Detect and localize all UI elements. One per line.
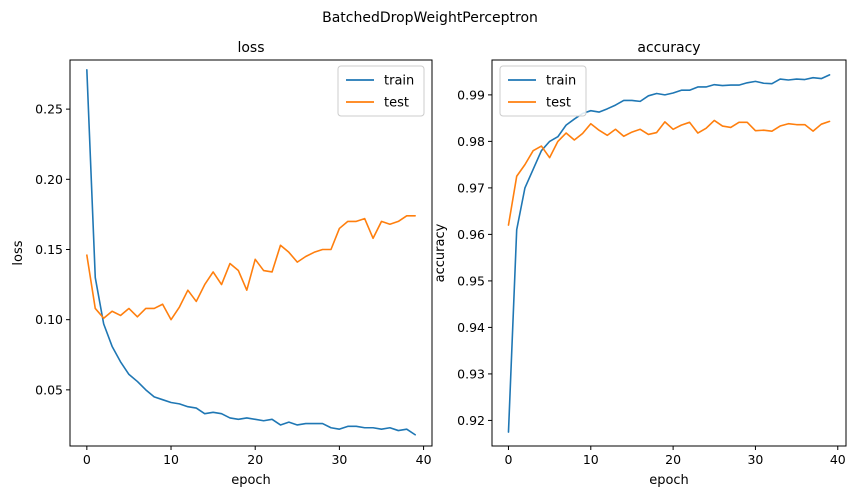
y-tick-label: 0.93 — [457, 366, 485, 381]
y-tick-label: 0.97 — [457, 180, 485, 195]
accuracy-panel: accuracy 0 10 20 30 40 0.92 0.93 0.94 0.95 0.96 0.9… — [433, 40, 847, 488]
x-axis-label: epoch — [649, 473, 689, 488]
y-tick-label: 0.05 — [35, 382, 63, 397]
x-tick-label: 40 — [830, 452, 846, 467]
x-tick-label: 40 — [416, 452, 432, 467]
series-line-test — [86, 215, 416, 321]
y-tick-label: 0.94 — [457, 320, 485, 335]
x-tick-label: 30 — [331, 452, 347, 467]
legend-label-train: train — [384, 74, 414, 89]
x-tick-label: 30 — [747, 452, 763, 467]
x-tick-label: 10 — [163, 452, 179, 467]
legend-box — [499, 65, 587, 117]
panel-title: accuracy — [637, 40, 700, 56]
y-tick-label: 0.96 — [457, 227, 485, 242]
y-axis-label: accuracy — [433, 223, 448, 282]
y-tick-label: 0.25 — [35, 102, 63, 117]
figure-title: BatchedDropWeightPerceptron — [322, 10, 538, 26]
axes-frame — [69, 59, 433, 447]
legend: train test — [337, 65, 425, 117]
y-tick-label: 0.15 — [35, 242, 63, 257]
x-tick-label: 0 — [504, 452, 512, 467]
x-tick-label: 20 — [665, 452, 681, 467]
x-tick-label: 10 — [583, 452, 599, 467]
legend-label-test: test — [546, 96, 571, 111]
y-tick-label: 0.95 — [457, 273, 485, 288]
y-tick-label: 0.20 — [35, 172, 63, 187]
x-tick-label: 0 — [83, 452, 91, 467]
x-axis-label: epoch — [231, 473, 271, 488]
series-line-test — [507, 119, 831, 226]
legend-box — [337, 65, 425, 117]
x-tick-label: 20 — [247, 452, 263, 467]
y-tick-label: 0.99 — [457, 87, 485, 102]
legend-label-train: train — [546, 74, 576, 89]
y-tick-label: 0.92 — [457, 413, 485, 428]
series-line-train — [507, 74, 831, 433]
axes-frame — [491, 59, 847, 447]
series-line-train — [86, 69, 416, 436]
y-tick-label: 0.10 — [35, 312, 63, 327]
y-axis-label: loss — [11, 240, 26, 265]
y-tick-label: 0.98 — [457, 134, 485, 149]
legend: train test — [499, 65, 587, 117]
panel-title: loss — [237, 40, 264, 56]
loss-panel: loss 0 10 20 30 40 0.05 0.10 0.15 0.20 0.25 epoch lo… — [11, 40, 433, 488]
legend-label-test: test — [384, 96, 409, 111]
